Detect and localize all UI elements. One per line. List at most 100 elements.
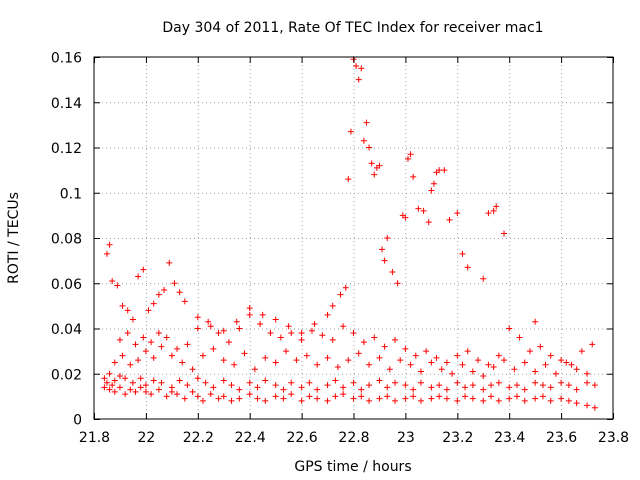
data-point	[394, 280, 401, 287]
y-tick-label: 0.02	[51, 367, 82, 383]
data-point	[236, 386, 243, 393]
data-point	[565, 397, 572, 404]
data-point	[314, 395, 321, 402]
y-axis-label: ROTI / TECUs	[6, 192, 22, 284]
data-point	[332, 377, 339, 384]
data-point	[225, 339, 232, 346]
data-point	[215, 330, 222, 337]
data-point	[129, 316, 136, 323]
data-point	[116, 336, 123, 343]
data-point	[591, 382, 598, 389]
data-point	[353, 63, 360, 70]
data-point	[314, 361, 321, 368]
data-point	[329, 336, 336, 343]
data-point	[342, 284, 349, 291]
data-point	[443, 395, 450, 402]
data-point	[109, 382, 116, 389]
data-point	[443, 359, 450, 366]
data-point	[194, 375, 201, 382]
data-point	[184, 382, 191, 389]
data-point	[454, 210, 461, 217]
data-point	[358, 386, 365, 393]
data-point	[358, 65, 365, 72]
data-point	[480, 397, 487, 404]
data-point	[145, 307, 152, 314]
data-point	[532, 379, 539, 386]
data-point	[111, 388, 118, 395]
data-point	[135, 273, 142, 280]
x-tick-label: 23.8	[598, 430, 629, 446]
x-tick-label: 22.2	[183, 430, 214, 446]
data-point	[459, 250, 466, 257]
data-point	[363, 119, 370, 126]
data-point	[308, 327, 315, 334]
data-point	[539, 382, 546, 389]
data-point	[220, 327, 227, 334]
data-point	[407, 361, 414, 368]
data-point	[272, 393, 279, 400]
data-point	[272, 382, 279, 389]
data-point	[366, 382, 373, 389]
data-point	[402, 214, 409, 221]
data-point	[293, 357, 300, 364]
data-point	[288, 379, 295, 386]
data-point	[376, 354, 383, 361]
data-point	[285, 323, 292, 330]
data-point	[350, 379, 357, 386]
data-point	[462, 384, 469, 391]
data-point	[101, 375, 108, 382]
data-point	[513, 393, 520, 400]
data-point	[475, 357, 482, 364]
data-point	[379, 246, 386, 253]
data-point	[220, 393, 227, 400]
data-point	[410, 393, 417, 400]
data-point	[228, 382, 235, 389]
y-tick-label: 0.12	[51, 141, 82, 157]
data-point	[462, 393, 469, 400]
data-point	[288, 330, 295, 337]
data-point	[280, 386, 287, 393]
data-point	[259, 311, 266, 318]
data-point	[124, 307, 131, 314]
data-point	[469, 395, 476, 402]
data-point	[469, 382, 476, 389]
data-point	[194, 325, 201, 332]
data-point	[589, 341, 596, 348]
data-point	[142, 382, 149, 389]
data-point	[521, 359, 528, 366]
data-point	[220, 357, 227, 364]
data-point	[495, 379, 502, 386]
data-point	[537, 343, 544, 350]
data-point	[428, 384, 435, 391]
data-point	[150, 354, 157, 361]
data-point	[124, 330, 131, 337]
data-point	[272, 316, 279, 323]
grid-lines	[94, 57, 613, 419]
data-point	[257, 320, 264, 327]
data-point	[135, 357, 142, 364]
y-tick-label: 0.1	[60, 186, 82, 202]
data-point	[430, 180, 437, 187]
data-point	[376, 395, 383, 402]
data-point	[423, 348, 430, 355]
data-point	[142, 348, 149, 355]
data-point	[469, 368, 476, 375]
data-point	[490, 363, 497, 370]
data-point	[298, 336, 305, 343]
data-point	[407, 151, 414, 158]
data-point	[428, 395, 435, 402]
data-point	[306, 393, 313, 400]
x-tick-label: 21.8	[79, 430, 110, 446]
x-tick-label: 22.4	[235, 430, 266, 446]
data-point	[428, 359, 435, 366]
data-point	[236, 395, 243, 402]
data-point	[231, 361, 238, 368]
data-point	[163, 334, 170, 341]
data-point	[199, 352, 206, 359]
data-point	[464, 348, 471, 355]
data-point	[433, 354, 440, 361]
data-point	[298, 330, 305, 337]
data-point	[340, 384, 347, 391]
data-point	[277, 334, 284, 341]
data-point	[199, 397, 206, 404]
